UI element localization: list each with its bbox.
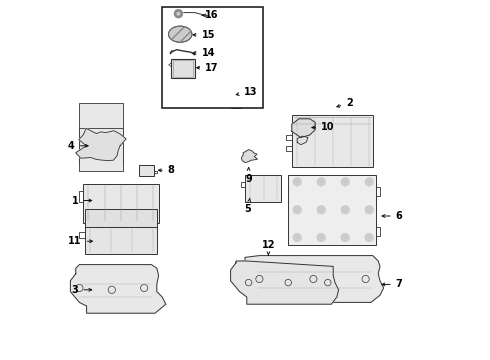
- Polygon shape: [297, 136, 308, 145]
- Text: 13: 13: [236, 87, 257, 97]
- Text: 16: 16: [202, 10, 219, 21]
- Text: 1: 1: [72, 195, 92, 206]
- Text: 7: 7: [382, 279, 402, 289]
- Ellipse shape: [169, 26, 192, 42]
- Text: 12: 12: [262, 240, 275, 255]
- Circle shape: [293, 233, 301, 242]
- Circle shape: [365, 233, 373, 242]
- Text: 8: 8: [158, 165, 174, 175]
- Bar: [231, 79, 242, 108]
- Text: 10: 10: [312, 122, 335, 132]
- Circle shape: [341, 177, 349, 186]
- Circle shape: [293, 205, 301, 214]
- Polygon shape: [231, 261, 339, 304]
- Circle shape: [341, 233, 349, 242]
- Circle shape: [176, 12, 180, 15]
- Bar: [245, 175, 281, 202]
- Text: 14: 14: [193, 48, 215, 58]
- Polygon shape: [292, 119, 315, 138]
- Polygon shape: [240, 256, 384, 302]
- Circle shape: [365, 177, 373, 186]
- Bar: [79, 103, 122, 164]
- Text: 2: 2: [337, 98, 353, 108]
- Bar: [162, 7, 263, 108]
- Circle shape: [317, 205, 325, 214]
- Text: 9: 9: [245, 167, 252, 184]
- Bar: [85, 209, 157, 227]
- Circle shape: [174, 9, 183, 18]
- Bar: [173, 60, 193, 77]
- Circle shape: [317, 233, 325, 242]
- Bar: [85, 227, 157, 254]
- Text: 4: 4: [68, 141, 88, 151]
- Bar: [292, 115, 373, 167]
- Circle shape: [317, 177, 325, 186]
- Text: 11: 11: [68, 236, 93, 246]
- Text: 6: 6: [382, 211, 402, 221]
- Bar: [139, 165, 154, 176]
- Text: 5: 5: [245, 198, 251, 214]
- Polygon shape: [71, 265, 166, 313]
- Circle shape: [341, 205, 349, 214]
- Polygon shape: [242, 150, 258, 162]
- Bar: [83, 184, 159, 223]
- Bar: [79, 128, 122, 171]
- Circle shape: [365, 205, 373, 214]
- Text: 15: 15: [193, 30, 215, 40]
- Text: 3: 3: [72, 285, 92, 295]
- Circle shape: [293, 177, 301, 186]
- Bar: [288, 175, 376, 245]
- Bar: [171, 59, 195, 78]
- Text: 17: 17: [196, 63, 219, 73]
- Polygon shape: [75, 129, 126, 161]
